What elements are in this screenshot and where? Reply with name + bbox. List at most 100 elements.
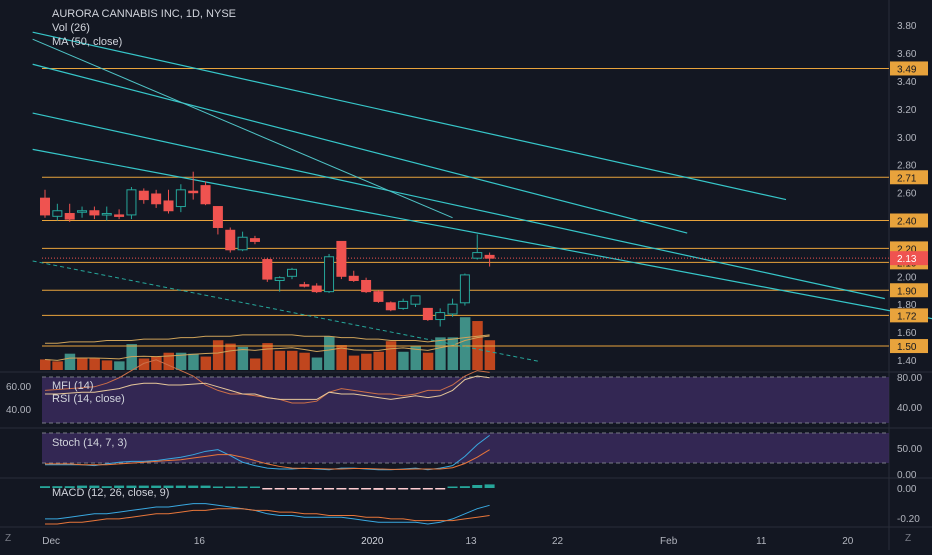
candle-body — [484, 254, 495, 259]
stoch-right-tick: 50.00 — [897, 444, 922, 455]
macd-histogram-bar — [175, 485, 186, 488]
macd-histogram-bar — [249, 486, 260, 488]
volume-bar — [373, 351, 384, 370]
price-level-tag — [890, 61, 928, 76]
volume-bar — [299, 352, 310, 370]
macd-histogram-bar — [398, 488, 409, 490]
macd-histogram-bar — [237, 486, 248, 488]
volume-bar — [262, 343, 273, 370]
macd-histogram-bar — [64, 486, 75, 488]
macd-histogram-bar — [324, 488, 335, 490]
x-tick-label: Dec — [42, 536, 60, 547]
volume-bar — [348, 355, 360, 370]
volume-bar — [484, 340, 496, 370]
mfi-right-tick: 80.00 — [897, 373, 922, 384]
candle-body — [249, 238, 260, 242]
volume-bar — [385, 341, 397, 370]
macd-right-tick: -0.20 — [897, 514, 920, 525]
volume-bar — [249, 358, 261, 370]
price-level-tag — [890, 283, 928, 298]
price-tick-label: 1.40 — [897, 356, 917, 367]
macd-histogram-bar — [336, 488, 347, 490]
candle-body — [89, 210, 100, 216]
macd-histogram-bar — [287, 488, 297, 490]
macd-histogram-bar — [101, 486, 112, 488]
price-level-tag-label: 2.71 — [897, 173, 917, 184]
macd-histogram-bar — [151, 485, 162, 488]
macd-histogram-bar — [459, 486, 470, 488]
volume-bar — [361, 353, 372, 370]
volume-bar — [212, 340, 224, 370]
timezone-left[interactable]: Z — [5, 533, 12, 544]
macd-histogram-bar — [52, 486, 63, 488]
x-tick-label: 20 — [842, 536, 854, 547]
macd-histogram-bar — [361, 488, 372, 490]
candle-body — [459, 274, 470, 304]
volume-average-line — [44, 335, 490, 361]
x-tick-label: 11 — [756, 536, 767, 547]
candle-body — [373, 291, 384, 302]
volume-bar — [114, 361, 125, 370]
candle-body — [472, 252, 483, 259]
macd-line — [45, 503, 490, 525]
macd-right-tick: 0.00 — [897, 484, 917, 495]
candle-body — [52, 210, 63, 217]
price-level-tag — [890, 213, 928, 228]
price-level-tag — [890, 339, 928, 354]
candle-body — [237, 236, 248, 251]
volume-bar — [64, 353, 76, 370]
stoch-k-line — [45, 434, 490, 471]
rsi-line — [45, 375, 490, 400]
trendline — [32, 112, 885, 300]
macd-histogram-bar — [138, 485, 149, 488]
x-tick-label: 22 — [552, 536, 564, 547]
candle-body — [175, 189, 186, 208]
price-level-tag-label: 2.20 — [897, 244, 917, 255]
last-price-tag-label: 2.13 — [897, 254, 917, 265]
price-tick-label: 3.40 — [897, 77, 917, 88]
price-tick-label: 3.20 — [897, 105, 917, 116]
signal-line — [45, 508, 490, 525]
price-tick-label: 3.80 — [897, 21, 917, 32]
macd-histogram-bar — [274, 488, 285, 490]
price-tick-label: 1.60 — [897, 328, 917, 339]
volume-bar — [324, 336, 335, 370]
candle-body — [348, 275, 359, 281]
candle-body — [200, 185, 211, 205]
volume-bar — [398, 351, 409, 370]
macd-histogram-bar — [225, 486, 236, 488]
macd-histogram-bar — [163, 485, 174, 488]
macd-histogram-bar — [200, 485, 211, 488]
volume-bar — [101, 360, 113, 370]
macd-legend: MACD (12, 26, close, 9) — [52, 487, 170, 499]
volume-bar — [459, 317, 471, 370]
candle-body — [40, 197, 50, 216]
stoch-right-tick: 0.00 — [897, 470, 917, 481]
price-tick-label: 2.80 — [897, 161, 917, 172]
candle-body — [101, 213, 112, 216]
price-tick-label: 3.00 — [897, 133, 917, 144]
volume-bar — [336, 345, 347, 370]
price-tick-label: 3.60 — [897, 49, 917, 60]
price-level-tag — [890, 308, 928, 323]
trendline — [32, 148, 932, 320]
candle-body — [262, 259, 273, 280]
channel-dashed-line — [32, 260, 540, 362]
volume-bar — [447, 337, 459, 370]
macd-histogram-bar — [126, 485, 137, 488]
symbol-title: AURORA CANNABIS INC, 1D, NYSE — [52, 8, 236, 20]
candle-body — [385, 302, 396, 311]
candle-body — [422, 307, 433, 321]
candle-body — [274, 277, 285, 281]
volume-bar — [138, 358, 150, 370]
price-tick-label: 2.60 — [897, 189, 917, 200]
ma50-line — [45, 334, 490, 344]
macd-histogram-bar — [385, 488, 396, 490]
price-level-tag-label: 1.72 — [897, 311, 917, 322]
timezone-right[interactable]: Z — [905, 533, 912, 544]
candle-body — [410, 295, 421, 305]
volume-bar — [422, 352, 434, 370]
macd-histogram-bar — [348, 488, 359, 490]
